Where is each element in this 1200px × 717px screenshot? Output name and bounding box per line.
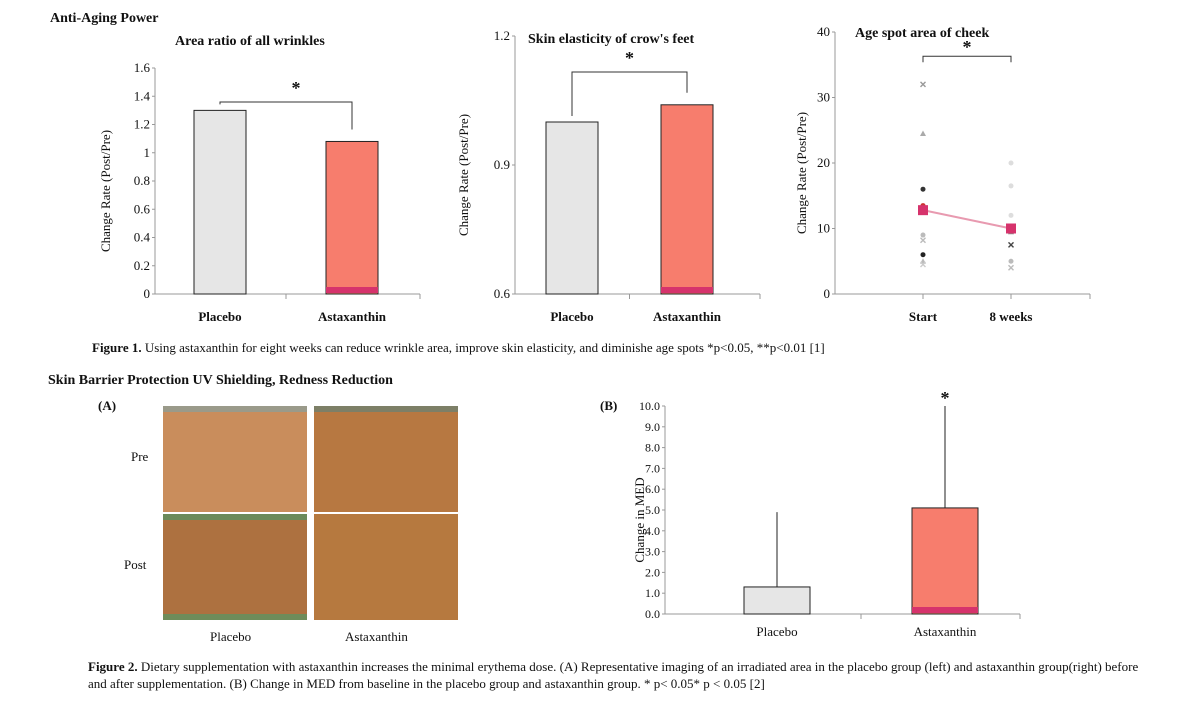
photo-pre-placebo	[163, 406, 307, 512]
y-tick-label: 8.0	[645, 441, 660, 455]
data-point	[920, 130, 926, 137]
chart-title: Skin elasticity of crow's feet	[528, 32, 694, 47]
y-tick-label: 10	[817, 221, 830, 236]
x-category-label: Placebo	[550, 309, 593, 324]
row-label-pre: Pre	[131, 449, 149, 464]
bar-base-highlight	[661, 287, 713, 293]
x-category-label: Placebo	[756, 624, 797, 639]
y-tick-label: 0.8	[134, 173, 150, 188]
y-tick-label: 40	[817, 24, 830, 39]
data-point	[920, 232, 926, 238]
chart-title: Area ratio of all wrinkles	[175, 34, 325, 49]
bar-placebo	[743, 586, 811, 615]
data-point	[1008, 258, 1014, 264]
x-category-label: Placebo	[198, 309, 241, 324]
photo-post-astaxanthin	[314, 514, 458, 620]
bar-base-highlight	[912, 607, 978, 613]
figure-1-label: Figure 1.	[92, 340, 142, 355]
photo-post-placebo	[163, 514, 307, 620]
y-tick-label: 10.0	[639, 399, 660, 413]
y-tick-label: 0.6	[494, 286, 511, 301]
y-axis-label: Change Rate (Post/Pre)	[456, 114, 471, 236]
photo-pre-astaxanthin	[314, 406, 458, 512]
chart-wrinkle-area: 0 0.2 0.4 0.6 0.8 1 1.2 1.4 1.6 Area ratio of all…	[98, 34, 421, 324]
data-point	[1008, 264, 1014, 271]
bar-base-highlight	[326, 287, 378, 293]
figure-1-caption: Figure 1. Using astaxanthin for eight we…	[92, 339, 1092, 356]
bar-astaxanthin	[911, 507, 979, 615]
data-point	[920, 252, 926, 258]
y-tick-label: 3.0	[645, 545, 660, 559]
significance-bracket	[571, 71, 688, 116]
x-category-label: Astaxanthin	[653, 309, 722, 324]
data-point	[920, 186, 926, 192]
column-label-astaxanthin: Astaxanthin	[345, 629, 408, 644]
x-category-label: 8 weeks	[990, 309, 1033, 324]
y-tick-label: 1.2	[134, 117, 150, 132]
data-point	[920, 261, 926, 268]
figure-2-label: Figure 2.	[88, 659, 138, 674]
data-point	[920, 237, 926, 244]
x-category-label: Astaxanthin	[914, 624, 977, 639]
x-category-label: Start	[909, 309, 938, 324]
y-tick-label: 0	[144, 286, 151, 301]
chart-skin-elasticity: 0.6 0.9 1.2 Skin elasticity of crow's feet C…	[456, 28, 761, 324]
y-tick-label: 0	[824, 286, 831, 301]
chart-title: Age spot area of cheek	[855, 26, 989, 41]
y-tick-label: 0.9	[494, 157, 510, 172]
bar-placebo	[193, 109, 247, 295]
section-title-anti-aging: Anti-Aging Power	[50, 11, 159, 26]
data-point	[1008, 241, 1014, 248]
panel-a-label: (A)	[98, 398, 117, 413]
figure-2-text: Dietary supplementation with astaxanthin…	[88, 659, 1139, 691]
significance-bracket	[219, 101, 353, 130]
y-tick-label: 6.0	[645, 482, 660, 496]
chart-age-spots: 0 10 20 30 40 Age spot area of cheek Change Ra…	[794, 24, 1091, 324]
mean-marker-start	[918, 205, 928, 216]
y-tick-label: 2.0	[645, 565, 660, 579]
x-category-label: Astaxanthin	[318, 309, 387, 324]
significance-bracket	[922, 55, 1012, 63]
panel-b-label: (B)	[600, 398, 618, 413]
data-point	[1008, 160, 1014, 166]
significance-star: *	[292, 78, 301, 98]
significance-star: *	[625, 48, 634, 68]
figure-1-text: Using astaxanthin for eight weeks can re…	[141, 340, 825, 355]
y-tick-label: 0.2	[134, 258, 150, 273]
column-label-placebo: Placebo	[210, 629, 252, 644]
significance-star: *	[963, 37, 972, 57]
bar-astaxanthin	[325, 140, 379, 295]
mean-trend-line	[922, 209, 1012, 230]
y-tick-label: 5.0	[645, 503, 660, 517]
row-label-post: Post	[124, 557, 147, 572]
y-tick-label: 9.0	[645, 420, 660, 434]
y-tick-label: 1	[144, 145, 151, 160]
y-tick-label: 20	[817, 155, 830, 170]
y-tick-label: 0.4	[134, 230, 151, 245]
data-point	[1008, 183, 1014, 189]
section-title-skin-barrier: Skin Barrier Protection UV Shielding, Re…	[48, 373, 393, 388]
y-axis-label: Change Rate (Post/Pre)	[98, 130, 113, 252]
y-axis-label: Change Rate (Post/Pre)	[794, 112, 809, 234]
y-tick-label: 1.4	[134, 88, 151, 103]
bar-placebo	[545, 121, 599, 295]
y-tick-label: 1.6	[134, 60, 151, 75]
data-point	[920, 81, 926, 88]
mean-marker-8-weeks	[1006, 223, 1016, 234]
bar-astaxanthin	[660, 104, 714, 295]
y-tick-label: 1.0	[645, 586, 660, 600]
y-tick-label: 30	[817, 90, 830, 105]
significance-star: *	[941, 390, 950, 408]
y-tick-label: 0.0	[645, 607, 660, 621]
data-point	[1008, 212, 1014, 218]
figure-2-caption: Figure 2. Dietary supplementation with a…	[88, 658, 1148, 692]
y-tick-label: 0.6	[134, 201, 151, 216]
y-tick-label: 4.0	[645, 524, 660, 538]
y-axis-label: Change in MED	[632, 477, 647, 562]
y-tick-label: 1.2	[494, 28, 510, 43]
chart-change-in-med: 0.0 1.0 2.0 3.0 4.0 5.0 6.0 7.0 8.0 9.0 10.0 Change…	[632, 390, 1021, 639]
y-tick-label: 7.0	[645, 461, 660, 475]
